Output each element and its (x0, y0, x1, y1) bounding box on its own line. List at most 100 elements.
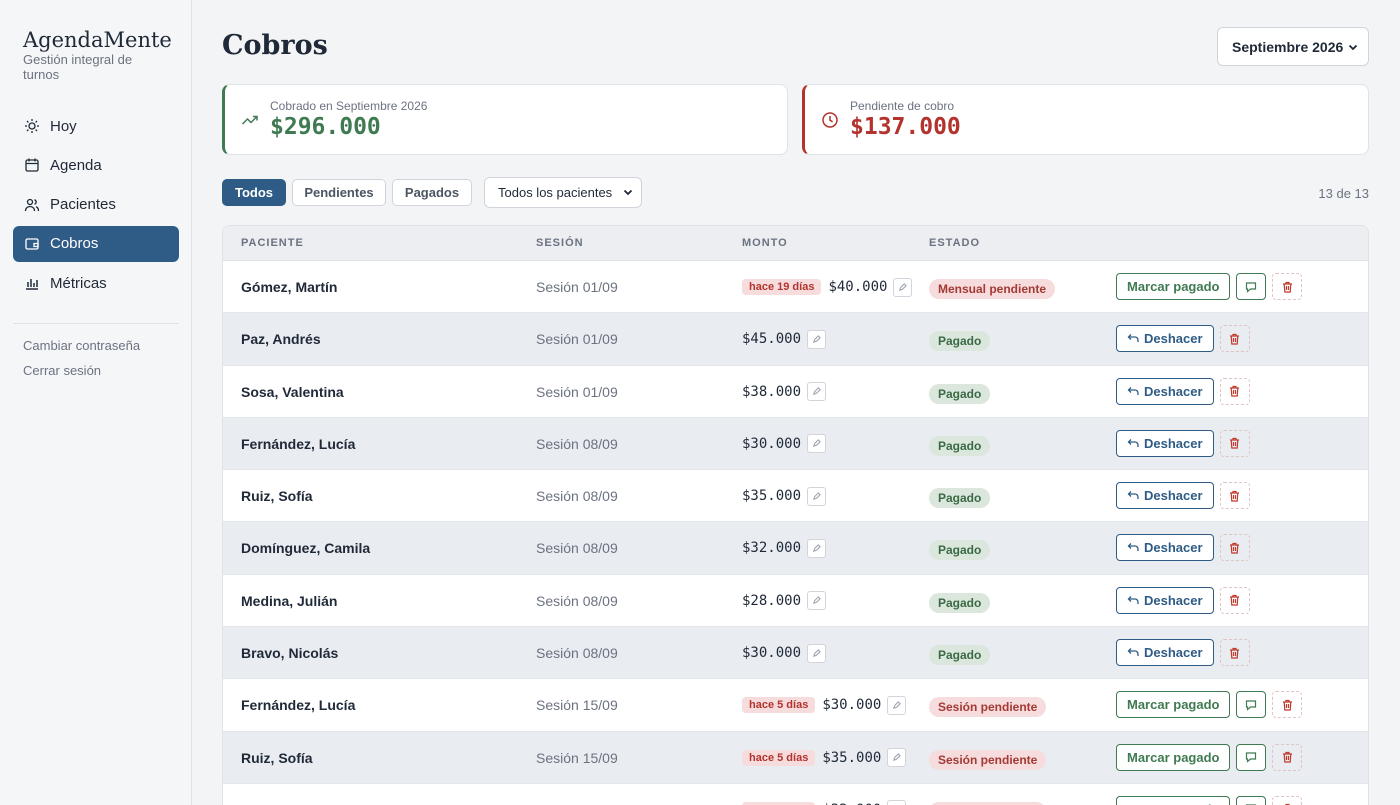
delete-button[interactable] (1219, 377, 1250, 405)
undo-label: Deshacer (1144, 645, 1203, 661)
patient-name[interactable]: Domínguez, Camila (241, 802, 370, 805)
undo-button[interactable]: Deshacer (1116, 429, 1214, 457)
message-icon (1245, 281, 1257, 293)
patient-name[interactable]: Fernández, Lucía (241, 697, 356, 714)
status-badge: Sesión pendiente (929, 749, 1047, 770)
table-row: Ruiz, Sofía Sesión 08/09 $35.000 Pagado Desh… (223, 470, 1368, 523)
amount-value: $40.000 (828, 279, 888, 295)
status-badge: Pagado (929, 435, 991, 456)
change-password-link[interactable]: Cambiar contraseña (23, 338, 141, 353)
trash-icon (1282, 751, 1293, 763)
chevron-down-icon (1348, 39, 1358, 55)
edit-amount-button[interactable] (807, 434, 827, 454)
mark-paid-button[interactable]: Marcar pagado (1116, 743, 1231, 771)
undo-button[interactable]: Deshacer (1116, 482, 1214, 510)
edit-amount-button[interactable] (807, 591, 827, 611)
users-icon (24, 197, 40, 213)
send-message-button[interactable] (1236, 743, 1267, 771)
patient-name[interactable]: Gómez, Martín (241, 279, 338, 295)
undo-button[interactable]: Deshacer (1116, 325, 1214, 353)
amount-cell: hace 5 días $35.000 (742, 746, 907, 770)
bar-chart-icon (24, 275, 40, 291)
sidebar-item-agenda[interactable]: Agenda (13, 147, 179, 183)
undo-icon (1127, 595, 1139, 606)
delete-button[interactable] (1219, 586, 1250, 614)
amount-value: $38.000 (742, 383, 802, 400)
undo-button[interactable]: Deshacer (1116, 377, 1214, 405)
delete-button[interactable] (1272, 743, 1303, 771)
chevron-down-icon (623, 185, 633, 200)
delete-button[interactable] (1219, 429, 1250, 457)
mark-paid-button[interactable]: Marcar pagado (1116, 273, 1231, 300)
delete-button[interactable] (1219, 482, 1250, 510)
filter-all-button[interactable]: Todos (222, 179, 286, 206)
delete-button[interactable] (1219, 639, 1250, 667)
patient-name[interactable]: Domínguez, Camila (241, 540, 371, 557)
filter-pending-button[interactable]: Pendientes (292, 179, 386, 206)
payments-table: PACIENTE SESIÓN MONTO ESTADO Gómez, Mart… (222, 225, 1369, 805)
undo-button[interactable]: Deshacer (1116, 534, 1214, 562)
delete-button[interactable] (1219, 534, 1250, 562)
edit-amount-button[interactable] (807, 486, 827, 506)
filter-paid-button[interactable]: Pagados (392, 179, 472, 206)
send-message-button[interactable] (1236, 691, 1267, 719)
patient-name[interactable]: Sosa, Valentina (241, 383, 344, 400)
amount-cell: hace 5 días $30.000 (742, 693, 907, 717)
sidebar-item-pacientes[interactable]: Pacientes (13, 187, 179, 223)
logout-link[interactable]: Cerrar sesión (23, 363, 102, 378)
patient-name[interactable]: Paz, Andrés (241, 331, 321, 348)
patient-name[interactable]: Medina, Julián (241, 592, 338, 609)
row-actions: Deshacer (1116, 325, 1250, 353)
delete-button[interactable] (1272, 691, 1303, 719)
results-count: 13 de 13 (1318, 186, 1369, 201)
table-row: Medina, Julián Sesión 08/09 $28.000 Pagado D… (223, 575, 1368, 628)
mark-paid-button[interactable]: Marcar pagado (1116, 691, 1231, 719)
edit-amount-button[interactable] (807, 382, 827, 402)
message-icon (1245, 751, 1257, 763)
row-actions: Deshacer (1116, 586, 1250, 614)
undo-button[interactable]: Deshacer (1116, 639, 1214, 667)
undo-button[interactable]: Deshacer (1116, 586, 1214, 614)
undo-icon (1127, 438, 1139, 449)
collected-value: $296.000 (270, 114, 381, 140)
patient-filter-select[interactable]: Todos los pacientes (484, 177, 642, 208)
patient-name[interactable]: Fernández, Lucía (241, 435, 356, 452)
delete-button[interactable] (1272, 795, 1303, 805)
table-row: Ruiz, Sofía Sesión 15/09 hace 5 días $35.00… (223, 731, 1368, 784)
amount-cell: $32.000 (742, 536, 827, 560)
row-actions: Marcar pagado (1116, 273, 1303, 300)
session-date: Sesión 08/09 (536, 645, 618, 662)
month-select[interactable]: Septiembre 2026 (1217, 27, 1369, 66)
patient-name[interactable]: Bravo, Nicolás (241, 645, 339, 662)
send-message-button[interactable] (1236, 273, 1267, 300)
session-date: Sesión 01/09 (536, 383, 618, 400)
edit-amount-button[interactable] (807, 329, 827, 349)
sidebar-item-label: Métricas (50, 274, 107, 292)
trash-icon (1282, 699, 1293, 711)
row-actions: Marcar pagado (1116, 691, 1303, 719)
mark-paid-button[interactable]: Marcar pagado (1116, 795, 1231, 805)
patient-name[interactable]: Ruiz, Sofía (241, 488, 313, 505)
amount-cell: $38.000 (742, 380, 827, 404)
delete-button[interactable] (1272, 273, 1303, 300)
send-message-button[interactable] (1236, 795, 1267, 805)
wallet-icon (24, 236, 40, 252)
edit-amount-button[interactable] (807, 538, 827, 558)
session-date: Sesión 01/09 (536, 279, 618, 295)
sidebar-item-hoy[interactable]: Hoy (13, 108, 179, 144)
status-badge: Sesión pendiente (929, 697, 1047, 718)
delete-button[interactable] (1219, 325, 1250, 353)
status-badge: Pagado (929, 331, 991, 352)
calendar-icon (24, 157, 40, 173)
edit-amount-button[interactable] (887, 748, 907, 768)
sidebar-item-cobros[interactable]: Cobros (13, 225, 179, 262)
edit-amount-button[interactable] (807, 643, 827, 663)
edit-amount-button[interactable] (893, 277, 913, 297)
status-badge: Pagado (929, 645, 991, 666)
edit-amount-button[interactable] (887, 800, 907, 805)
pencil-icon (812, 596, 821, 605)
row-actions: Marcar pagado (1116, 795, 1303, 805)
edit-amount-button[interactable] (887, 695, 907, 715)
patient-name[interactable]: Ruiz, Sofía (241, 749, 313, 766)
sidebar-item-metricas[interactable]: Métricas (13, 265, 179, 301)
